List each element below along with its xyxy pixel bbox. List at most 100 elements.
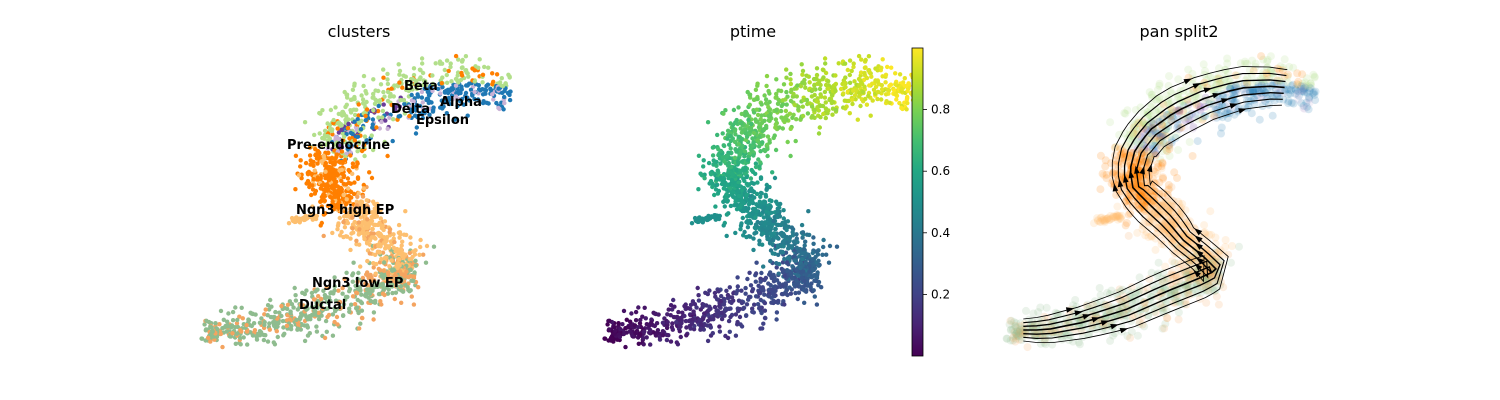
cell-point (812, 278, 817, 283)
cell-point (714, 159, 719, 165)
cell-point (1174, 75, 1183, 84)
cell-point (753, 226, 758, 231)
cell-point (863, 96, 868, 102)
cell-point (293, 293, 298, 298)
cell-point (782, 302, 787, 307)
cell-point (799, 276, 804, 281)
cell-point (695, 285, 700, 291)
cell-point (440, 84, 445, 90)
cell-point (816, 263, 821, 268)
cell-point (777, 281, 782, 286)
cell-point (340, 109, 346, 115)
cell-point (377, 234, 383, 239)
cell-point (670, 327, 675, 332)
cell-point (365, 231, 370, 236)
cell-point (719, 316, 725, 322)
cell-point (381, 75, 386, 80)
cell-point (391, 245, 396, 250)
cell-point (875, 79, 880, 84)
cell-point (823, 100, 828, 105)
cell-point (761, 199, 767, 204)
cell-point (826, 86, 831, 91)
cell-point (296, 322, 301, 327)
cell-point (381, 260, 387, 265)
cell-point (766, 281, 771, 286)
cluster-label: Ngn3 low EP (312, 276, 403, 291)
cell-point (730, 172, 736, 177)
cell-point (606, 327, 612, 332)
cell-point (465, 113, 470, 118)
cell-point (364, 91, 369, 96)
cell-point (883, 92, 889, 97)
cell-point (315, 175, 320, 180)
cell-point (802, 300, 807, 305)
cell-point (335, 227, 340, 232)
cell-point (678, 334, 683, 340)
cell-point (726, 306, 732, 311)
cell-point (749, 121, 754, 127)
cell-point (412, 252, 418, 257)
cell-point (879, 83, 884, 88)
cell-point (701, 302, 707, 308)
cell-point (732, 128, 738, 134)
cell-point (1214, 300, 1223, 309)
cell-point (893, 92, 898, 97)
cell-point (370, 117, 376, 122)
cell-point (811, 235, 816, 240)
cell-point (382, 139, 387, 145)
cell-point (767, 91, 772, 96)
cell-point (325, 121, 330, 126)
cell-point (762, 300, 768, 306)
cell-point (774, 261, 779, 266)
cell-point (225, 319, 230, 324)
cell-point (484, 83, 489, 89)
cell-point (745, 276, 750, 282)
cell-point (795, 239, 800, 245)
cell-point (232, 325, 238, 330)
cell-point (235, 317, 240, 323)
cell-point (404, 269, 409, 274)
cell-point (389, 86, 394, 91)
cell-point (357, 326, 362, 331)
cell-point (225, 323, 230, 328)
cell-point (747, 270, 752, 275)
cell-point (313, 188, 319, 194)
cell-point (274, 329, 279, 334)
cell-point (790, 276, 795, 281)
cell-point (244, 329, 250, 334)
cell-point (257, 333, 263, 338)
cell-point (443, 98, 448, 104)
cell-point (307, 145, 313, 150)
cell-point (627, 329, 632, 334)
cluster-label: Ngn3 high EP (296, 203, 394, 218)
cell-point (785, 219, 791, 224)
cell-point (424, 243, 430, 249)
cell-point (286, 221, 292, 226)
cell-point (713, 204, 718, 209)
cell-point (339, 229, 344, 235)
cell-point (220, 344, 225, 350)
cell-point (342, 276, 347, 282)
cell-point (750, 309, 755, 314)
cell-point (304, 288, 309, 293)
cell-point (446, 68, 451, 74)
cell-point (375, 201, 380, 207)
cell-point (803, 239, 808, 244)
cell-point (1235, 242, 1243, 251)
cell-point (218, 331, 224, 337)
cell-point (814, 99, 819, 104)
cell-point (753, 279, 758, 284)
cell-point (339, 167, 345, 172)
cell-point (761, 321, 766, 326)
cluster-label: Pre-endocrine (287, 138, 390, 153)
cell-point (611, 339, 616, 344)
cell-point (303, 160, 309, 166)
cell-point (745, 157, 751, 163)
cell-point (360, 194, 366, 199)
cell-point (807, 80, 812, 85)
cell-point (648, 342, 653, 347)
cell-point (459, 84, 464, 89)
cell-point (784, 89, 789, 95)
cell-point (350, 171, 355, 176)
cell-point (444, 80, 450, 86)
